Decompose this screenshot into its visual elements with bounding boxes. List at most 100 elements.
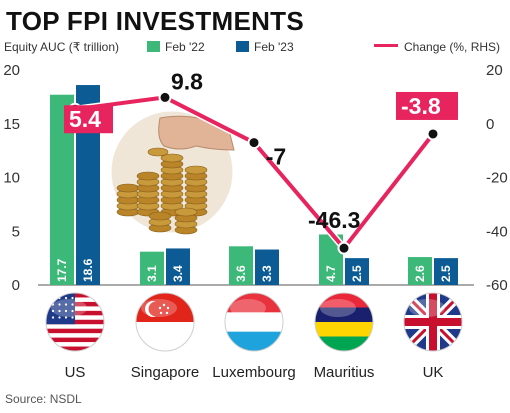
flag-rim bbox=[403, 292, 463, 352]
flag-stripe bbox=[46, 328, 104, 334]
change-point bbox=[247, 136, 261, 150]
source-note: Source: NSDL bbox=[5, 392, 82, 406]
flag-stripe bbox=[46, 346, 104, 351]
flag-rim bbox=[45, 292, 105, 352]
bar-value-label: 3.1 bbox=[145, 265, 159, 282]
y-tick-label: 10 bbox=[3, 170, 20, 187]
flag-shine bbox=[51, 299, 87, 317]
bar-value-label: 3.3 bbox=[260, 265, 274, 282]
y-tick-label: 20 bbox=[3, 62, 20, 79]
flag-band bbox=[225, 331, 283, 351]
luxembourg-flag-icon bbox=[225, 293, 283, 351]
flag-shine bbox=[320, 299, 356, 317]
flag-moon-cut bbox=[148, 301, 164, 317]
legend-item-feb23: Feb '23 bbox=[236, 40, 294, 54]
y2-tick-label: -20 bbox=[486, 170, 508, 187]
flag-stripe bbox=[46, 337, 104, 343]
category-label: Luxembourg bbox=[212, 364, 295, 381]
change-value-label: 5.4 bbox=[69, 106, 101, 132]
change-label-box bbox=[396, 91, 458, 120]
y2-tick-label: 20 bbox=[486, 62, 503, 79]
bar-value-label: 2.5 bbox=[350, 265, 364, 282]
legend-label-feb22: Feb '22 bbox=[165, 40, 205, 54]
y2-tick-label: -40 bbox=[486, 223, 508, 240]
legend-label-change: Change (%, RHS) bbox=[404, 40, 501, 54]
bar bbox=[255, 249, 279, 285]
bar-value-label: 3.4 bbox=[171, 265, 185, 282]
bar bbox=[434, 258, 458, 285]
us-flag-icon bbox=[46, 293, 104, 351]
flag-star bbox=[166, 306, 170, 310]
bar bbox=[408, 257, 432, 285]
category-label: US bbox=[65, 364, 86, 381]
category-label: Mauritius bbox=[314, 364, 375, 381]
bar-value-label: 2.5 bbox=[439, 265, 453, 282]
change-value-label: -3.8 bbox=[401, 93, 441, 119]
flag-shine bbox=[141, 299, 177, 317]
flag-star bbox=[64, 303, 68, 306]
y-tick-label: 0 bbox=[12, 277, 20, 294]
change-point bbox=[426, 127, 440, 141]
legend-label-feb23: Feb '23 bbox=[254, 40, 294, 54]
left-axis-label: Equity AUC (₹ trillion) bbox=[4, 40, 119, 54]
flag-star bbox=[159, 311, 163, 315]
hand-shape bbox=[158, 115, 235, 151]
y-tick-label: 15 bbox=[3, 116, 20, 133]
bar bbox=[345, 258, 369, 285]
flag-star bbox=[71, 296, 74, 300]
flag-cross-red bbox=[404, 318, 462, 326]
flag-star bbox=[71, 309, 74, 313]
flag-star bbox=[58, 316, 61, 319]
flag-star bbox=[71, 316, 74, 319]
bar bbox=[166, 248, 190, 285]
legend-swatch-change bbox=[374, 44, 398, 47]
legend-swatch-feb22 bbox=[147, 41, 160, 52]
change-value-label: -46.3 bbox=[308, 207, 360, 233]
coin bbox=[148, 211, 172, 221]
bar bbox=[229, 246, 253, 285]
coins-hand-icon bbox=[108, 108, 236, 236]
bar-value-label: 18.6 bbox=[81, 258, 95, 282]
flag-stripe bbox=[46, 342, 104, 348]
flag-star bbox=[165, 311, 169, 315]
falling-coin bbox=[147, 147, 169, 157]
legend-item-feb22: Feb '22 bbox=[147, 40, 205, 54]
flag-band bbox=[315, 307, 373, 323]
uk-flag-icon bbox=[404, 293, 462, 351]
coin bbox=[174, 207, 198, 217]
change-point bbox=[158, 90, 172, 104]
flag-band bbox=[225, 293, 283, 313]
flag-star bbox=[64, 309, 68, 313]
change-point bbox=[337, 241, 351, 255]
flag-band bbox=[315, 322, 373, 337]
flag-star bbox=[158, 306, 162, 310]
flag-rim bbox=[135, 292, 195, 352]
category-label: UK bbox=[423, 364, 444, 381]
flag-star bbox=[162, 303, 166, 307]
flag-rim bbox=[314, 292, 374, 352]
coin bbox=[160, 153, 184, 163]
flag-band bbox=[315, 336, 373, 351]
change-label-box bbox=[64, 105, 113, 134]
flag-shine bbox=[409, 299, 445, 317]
legend-item-change: Change (%, RHS) bbox=[374, 40, 500, 54]
flag-star bbox=[64, 296, 68, 300]
legend: Equity AUC (₹ trillion) Feb '22 Feb '23 … bbox=[4, 40, 506, 56]
flag-star bbox=[58, 309, 61, 313]
coin bbox=[184, 165, 208, 175]
chart-title: TOP FPI INVESTMENTS bbox=[6, 6, 305, 36]
flag-rim bbox=[224, 292, 284, 352]
change-value-label: -7 bbox=[266, 144, 286, 170]
flag-star bbox=[51, 296, 55, 300]
flag-star bbox=[51, 309, 55, 313]
flag-shine bbox=[230, 299, 266, 317]
category-label: Singapore bbox=[131, 364, 199, 381]
y2-tick-label: -60 bbox=[486, 277, 508, 294]
flag-star bbox=[64, 316, 68, 319]
coin bbox=[136, 171, 160, 181]
flag-band bbox=[136, 322, 194, 351]
bar-value-label: 3.6 bbox=[234, 265, 248, 282]
y-tick-label: 5 bbox=[12, 223, 20, 240]
legend-swatch-feb23 bbox=[236, 41, 249, 52]
